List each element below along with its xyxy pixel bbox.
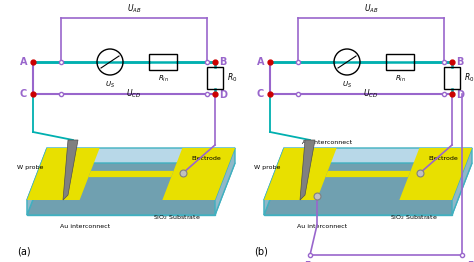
Text: $U_{CD}$: $U_{CD}$: [127, 88, 142, 100]
Polygon shape: [27, 148, 100, 200]
Text: $R_0$: $R_0$: [464, 72, 474, 84]
Text: C: C: [20, 89, 27, 99]
Text: $R_0$: $R_0$: [227, 72, 237, 84]
Polygon shape: [264, 148, 337, 200]
Polygon shape: [163, 148, 235, 200]
Text: W probe: W probe: [254, 166, 281, 171]
Text: Au interconnect: Au interconnect: [297, 225, 347, 230]
Text: D: D: [219, 90, 227, 100]
Polygon shape: [89, 171, 173, 177]
Polygon shape: [264, 148, 472, 200]
Text: (b): (b): [254, 247, 268, 257]
Text: D: D: [456, 90, 464, 100]
Text: Electrode: Electrode: [428, 156, 458, 161]
Polygon shape: [264, 200, 452, 215]
Text: $R_{in}$: $R_{in}$: [157, 74, 168, 84]
Polygon shape: [264, 148, 284, 215]
Text: F: F: [467, 261, 473, 262]
Polygon shape: [27, 148, 235, 200]
Bar: [386, 54, 414, 70]
Polygon shape: [326, 171, 410, 177]
Polygon shape: [400, 148, 472, 200]
Text: SiO$_2$ Substrate: SiO$_2$ Substrate: [153, 214, 201, 222]
Text: $R_{in}$: $R_{in}$: [394, 74, 405, 84]
Bar: [207, 67, 223, 89]
Bar: [149, 54, 177, 70]
Text: $U_S$: $U_S$: [105, 80, 115, 90]
Text: $U_{CD}$: $U_{CD}$: [364, 88, 379, 100]
Polygon shape: [27, 163, 235, 215]
Text: Electrode: Electrode: [191, 156, 221, 161]
Text: B: B: [456, 57, 464, 67]
Polygon shape: [264, 163, 472, 215]
Text: $U_S$: $U_S$: [342, 80, 352, 90]
Text: B: B: [219, 57, 227, 67]
Text: $U_{EF}$: $U_{EF}$: [379, 261, 393, 262]
Polygon shape: [300, 140, 315, 200]
Text: SiO$_2$ Substrate: SiO$_2$ Substrate: [390, 214, 438, 222]
Bar: [444, 67, 460, 89]
Text: (a): (a): [17, 247, 31, 257]
Text: A: A: [19, 57, 27, 67]
Text: Au interconnect: Au interconnect: [60, 225, 110, 230]
Text: $U_{AB}$: $U_{AB}$: [364, 3, 378, 15]
Text: C: C: [257, 89, 264, 99]
Polygon shape: [63, 140, 78, 200]
Polygon shape: [27, 148, 47, 215]
Text: E: E: [304, 261, 310, 262]
Text: $U_{AB}$: $U_{AB}$: [127, 3, 141, 15]
Polygon shape: [27, 200, 215, 215]
Polygon shape: [215, 148, 235, 215]
Polygon shape: [452, 148, 472, 215]
Text: Au interconnect: Au interconnect: [302, 140, 352, 145]
Text: W probe: W probe: [17, 166, 44, 171]
Text: A: A: [256, 57, 264, 67]
